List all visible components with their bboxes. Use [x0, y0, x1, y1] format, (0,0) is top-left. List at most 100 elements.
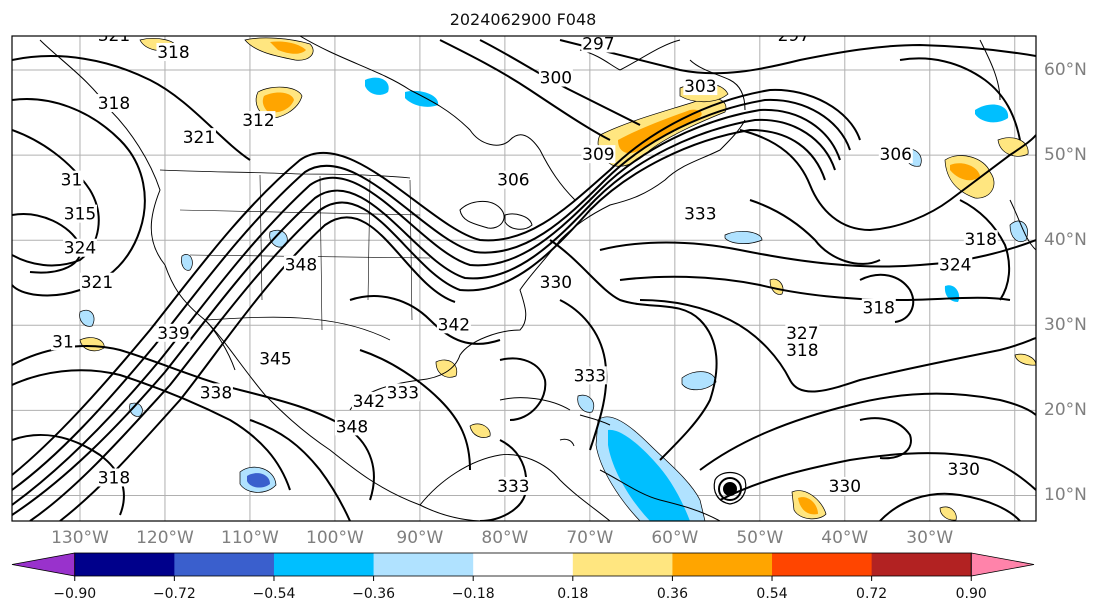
- contour-label-background: [96, 36, 131, 44]
- contour-label: 333: [387, 383, 419, 403]
- contour-label: 315: [64, 205, 96, 225]
- contour-label: 318: [98, 468, 130, 488]
- longitude-label: 110°W: [221, 528, 279, 548]
- contour-label-background: [496, 476, 531, 495]
- contour-label: 321: [183, 128, 215, 148]
- contour-label-background: [283, 255, 318, 274]
- contour-label-background: [827, 476, 862, 495]
- contour-label: 300: [897, 9, 929, 29]
- colorbar-outline: [74, 552, 972, 577]
- contour-label: 321: [81, 273, 113, 293]
- longitude-label: 40°W: [821, 528, 869, 548]
- contour-label-layer: 321 318 318 312 321 31 315 324 321 339 31 338 318 348…: [50, 9, 998, 497]
- contour-label-background: [538, 272, 573, 291]
- colorbar-swatch: [174, 553, 275, 576]
- contour-label-background: [878, 145, 913, 164]
- colorbar-tick-label: −0.36: [352, 586, 396, 602]
- contour-label: 318: [98, 94, 130, 114]
- contour-label: 339: [157, 324, 189, 344]
- contour-label: 324: [64, 239, 96, 259]
- contour-label: 306: [880, 145, 912, 165]
- contour-label-background: [351, 391, 386, 410]
- contour-label: 309: [582, 145, 614, 165]
- colorbar-tick-label: 0.72: [856, 586, 888, 602]
- colorbar-swatch: [74, 553, 175, 576]
- longitude-label: 50°W: [736, 528, 784, 548]
- contour-label: 306: [497, 171, 529, 191]
- contour-label-background: [861, 298, 896, 317]
- colorbar-swatch: [871, 553, 972, 576]
- latitude-label: 20°N: [1044, 400, 1087, 421]
- longitude-label: 60°W: [651, 528, 699, 548]
- contour-label: 330: [829, 477, 861, 497]
- colorbar-tick-label: 0.90: [955, 586, 987, 602]
- map-frame: [11, 35, 1037, 522]
- contour-label: 318: [157, 43, 189, 63]
- contour-label-background: [896, 9, 930, 27]
- latitude-label: 30°N: [1044, 315, 1087, 336]
- colorbar-extend-low: [11, 552, 76, 577]
- colorbar-swatch: [473, 553, 574, 576]
- contour-label: 300: [540, 69, 572, 89]
- colorbar-tick-label: 0.36: [656, 586, 688, 602]
- colorbar-swatch: [672, 553, 773, 576]
- contour-label: 333: [497, 477, 529, 497]
- contour-label: 297: [778, 26, 810, 46]
- contour-label-background: [62, 238, 97, 257]
- contour-label: 342: [438, 315, 470, 335]
- contour-label-background: [963, 230, 998, 249]
- contour-label-background: [156, 43, 191, 62]
- map-title: 2024062900 F048: [449, 10, 597, 29]
- contour-label: 333: [574, 366, 606, 386]
- contour-label-background: [572, 366, 607, 385]
- longitude-label: 100°W: [306, 528, 364, 548]
- colorbar-tick-label: −0.54: [252, 586, 296, 602]
- contour-label: 338: [200, 383, 232, 403]
- colorbar-swatch: [772, 553, 873, 576]
- contour-label: 342: [353, 392, 385, 412]
- contour-label-background: [938, 255, 973, 274]
- contour-label: 318: [863, 298, 895, 318]
- colorbar-tick-label: −0.90: [53, 586, 97, 602]
- longitude-label: 90°W: [396, 528, 444, 548]
- contour-label: 348: [336, 417, 368, 437]
- contour-label: 312: [242, 111, 274, 131]
- contour-label-background: [683, 204, 718, 223]
- contour-label-background: [198, 383, 233, 402]
- contour-label: 297: [582, 35, 614, 55]
- colorbar-extend-high: [970, 552, 1035, 577]
- contour-label-background: [62, 204, 97, 223]
- colorbar-tick-label: −0.72: [152, 586, 196, 602]
- contour-label-background: [785, 323, 820, 342]
- contour-label-background: [258, 349, 293, 368]
- contour-label-background: [96, 94, 131, 113]
- longitude-label: 120°W: [136, 528, 194, 548]
- contour-label: 345: [259, 349, 291, 369]
- contour-label-background: [436, 315, 471, 334]
- latitude-label: 10°N: [1044, 485, 1087, 506]
- colorbar-tick-label: −0.18: [451, 586, 495, 602]
- contour-label-background: [581, 145, 616, 164]
- contour-label-background: [96, 468, 131, 487]
- contour-label-background: [538, 68, 573, 87]
- contour-label: 321: [98, 26, 130, 46]
- contour-label-background: [50, 332, 75, 351]
- colorbar-tick-label: 0.18: [557, 586, 589, 602]
- contour-label: 31: [61, 171, 83, 191]
- longitude-label: 30°W: [906, 528, 954, 548]
- contour-label: 330: [948, 460, 980, 480]
- colorbar: [11, 552, 1035, 581]
- contour-label-background: [181, 128, 216, 147]
- contour-label-background: [385, 383, 420, 402]
- contour-label-background: [946, 459, 981, 478]
- longitude-label: 130°W: [51, 528, 109, 548]
- contour-label: 348: [285, 256, 317, 276]
- latitude-label: 40°N: [1044, 230, 1087, 251]
- contour-label-background: [496, 170, 531, 189]
- contour-label-background: [241, 111, 276, 130]
- latitude-label: 50°N: [1044, 145, 1087, 166]
- contour-label-background: [334, 417, 369, 436]
- colorbar-swatch: [373, 553, 474, 576]
- contour-label: 303: [684, 77, 716, 97]
